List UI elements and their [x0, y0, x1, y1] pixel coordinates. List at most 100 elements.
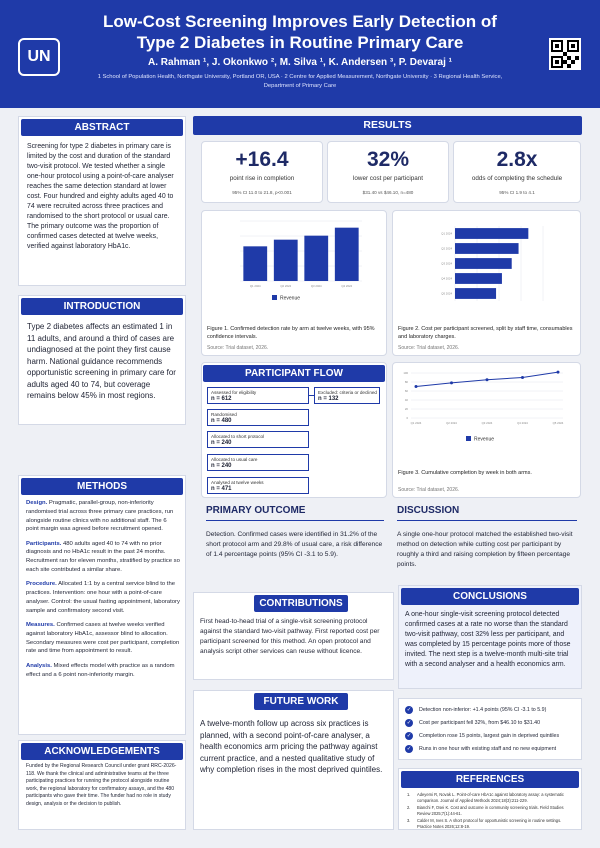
references-heading: REFERENCES	[401, 771, 579, 788]
discussion-rule	[397, 520, 577, 521]
check-icon: ✓	[405, 706, 413, 714]
stat-label: point rise in completion	[229, 175, 295, 182]
figure3-source: Source: Trial dataset, 2026.	[398, 487, 460, 493]
discussion-text: A single one-hour protocol matched the e…	[397, 531, 573, 568]
check-icon: ✓	[405, 745, 413, 753]
key-finding-item: ✓ Cost per participant fell 32%, from $46…	[405, 719, 541, 727]
affiliations: 1 School of Population Health, Northgate…	[97, 74, 503, 89]
acknowledgements-text: Funded by the Regional Research Council …	[26, 763, 177, 807]
key-finding-item: ✓ Detection non-inferior: +1.4 points (95…	[405, 706, 547, 714]
key-finding-item: ✓ Completion rose 15 points, largest gain…	[405, 732, 560, 740]
data-point	[485, 378, 489, 382]
figure3-panel: 100 80 60 40 20 0 Q1 2024 Q2 2024 Q3 2024 Q4 2024…	[392, 362, 581, 498]
x-tick-label: Q4 2024	[341, 284, 352, 288]
methods-panel: METHODS Design. Pragmatic, parallel-grou…	[18, 475, 186, 735]
contributions-heading: CONTRIBUTIONS	[254, 595, 348, 612]
abstract-text: Screening for type 2 diabetes in primary…	[27, 143, 174, 250]
figure3-caption: Figure 3. Cumulative completion by week …	[398, 470, 532, 476]
x-tick-label: Q2 2024	[446, 421, 457, 425]
figure2-panel: Q1 2024 Q2 2024 Q3 2024 Q4 2024 Q5 2024 Figu…	[392, 210, 581, 356]
future-work-text: A twelve-month follow up across six prac…	[200, 719, 383, 774]
bar	[304, 235, 329, 281]
flow-short-protocol-box: Allocated to short protocol n = 240	[207, 431, 309, 448]
abstract-panel: ABSTRACT Screening for type 2 diabetes i…	[18, 116, 186, 286]
y-tick-label: Q1 2024	[441, 232, 452, 236]
y-tick-label: 40	[405, 398, 409, 402]
stat-label: odds of completing the schedule	[471, 175, 563, 182]
bar	[273, 239, 298, 281]
reference-item: 1. Adeyemi R, Novak L. Point-of-care HbA1…	[407, 792, 564, 803]
qr-code-icon[interactable]	[549, 38, 581, 70]
data-point	[521, 376, 524, 379]
methods-heading: METHODS	[21, 478, 183, 495]
discussion-heading: DISCUSSION	[397, 505, 460, 516]
stat-sub: 95% CI 1.9 to 4.1	[499, 190, 535, 195]
acknowledgements-heading: ACKNOWLEDGEMENTS	[21, 743, 183, 760]
legend-label: Revenue	[280, 296, 300, 302]
abstract-heading: ABSTRACT	[21, 119, 183, 136]
introduction-text: Type 2 diabetes affects an estimated 1 i…	[27, 322, 176, 400]
stat-card-completion: +16.4 point rise in completion 95% CI 11…	[201, 141, 323, 203]
y-tick-label: 20	[405, 407, 409, 411]
x-tick-label: Q5 2024	[553, 421, 564, 425]
poster-header: UN Low-Cost Screening Improves Early Det…	[0, 0, 600, 108]
flow-randomised-box: Randomised n = 480	[207, 409, 309, 426]
x-tick-label: Q3 2024	[482, 421, 493, 425]
bar	[455, 273, 502, 284]
key-findings-panel: ✓ Detection non-inferior: +1.4 points (95…	[398, 698, 582, 760]
legend-label: Revenue	[474, 437, 494, 443]
legend-swatch	[466, 436, 471, 441]
author-list: A. Rahman ¹, J. Okonkwo ², M. Silva ¹, K…	[148, 57, 452, 68]
participant-flow-heading: PARTICIPANT FLOW	[203, 365, 385, 382]
x-tick-label: Q1 2024	[250, 284, 261, 288]
check-icon: ✓	[405, 732, 413, 740]
methods-procedure: Procedure. Allocated 1:1 by a central se…	[26, 581, 180, 614]
y-tick-label: Q4 2024	[441, 277, 452, 281]
stat-sub: $31.40 vs $46.10, n=480	[362, 190, 414, 195]
future-work-heading: FUTURE WORK	[254, 693, 348, 710]
bar	[455, 258, 512, 269]
contributions-panel: CONTRIBUTIONS First head-to-head trial o…	[193, 592, 394, 680]
flow-analysed-box: Analysed at twelve weeks n = 471	[207, 477, 309, 494]
primary-outcome-heading: PRIMARY OUTCOME	[206, 505, 306, 516]
bar	[243, 246, 268, 281]
conclusions-panel: CONCLUSIONS A one-hour single-visit scre…	[398, 585, 582, 689]
conclusions-heading: CONCLUSIONS	[401, 588, 579, 605]
stat-card-odds: 2.8x odds of completing the schedule 95%…	[453, 141, 581, 203]
legend-swatch	[272, 295, 277, 300]
y-tick-label: 100	[403, 371, 408, 375]
bar	[455, 228, 529, 239]
introduction-panel: INTRODUCTION Type 2 diabetes affects an …	[18, 295, 186, 425]
data-point	[450, 381, 453, 385]
y-tick-label: Q5 2024	[441, 292, 452, 296]
figure2-caption: Figure 2. Cost per participant screened,…	[398, 326, 573, 340]
flow-usual-care-box: Allocated to usual care n = 240	[207, 454, 309, 471]
detection-rate-chart: Q1 2024 Q2 2024 Q3 2024 Q4 2024 Revenue	[240, 220, 362, 302]
acknowledgements-panel: ACKNOWLEDGEMENTS Funded by the Regional …	[18, 740, 186, 830]
figure1-source: Source: Trial dataset, 2026.	[207, 345, 269, 351]
stat-card-cost: 32% lower cost per participant $31.40 vs…	[327, 141, 449, 203]
poster-title: Low-Cost Screening Improves Early Detect…	[103, 12, 497, 52]
university-logo: UN	[18, 38, 60, 76]
key-finding-item: ✓ Runs in one hour with existing staff an…	[405, 745, 557, 753]
methods-analysis: Analysis. Mixed effects model with pract…	[26, 662, 175, 678]
data-point	[556, 370, 560, 374]
reference-item: 2. Bianchi F, Osei K. Cost and outcome in…	[407, 805, 564, 816]
flow-assessed-box: Assessed for eligibility n = 612	[207, 387, 309, 404]
flow-connector	[309, 395, 314, 396]
figure2-source: Source: Trial dataset, 2026.	[398, 345, 460, 351]
y-tick-label: Q3 2024	[441, 262, 452, 266]
methods-participants: Participants. 480 adults aged 40 to 74 w…	[26, 540, 180, 574]
figure1-panel: Q1 2024 Q2 2024 Q3 2024 Q4 2024 Revenue Figu…	[201, 210, 387, 356]
bar	[455, 288, 497, 299]
participant-flow-panel: PARTICIPANT FLOW Assessed for eligibilit…	[201, 362, 387, 498]
results-heading: RESULTS	[193, 116, 582, 135]
bar	[334, 227, 359, 281]
introduction-heading: INTRODUCTION	[21, 298, 183, 315]
bar	[455, 243, 519, 254]
check-icon: ✓	[405, 719, 413, 727]
conclusions-text: A one-hour single-visit screening protoc…	[405, 611, 571, 668]
future-work-panel: FUTURE WORK A twelve-month follow up acr…	[193, 690, 394, 830]
stat-sub: 95% CI 11.0 to 21.8, p<0.001	[232, 190, 292, 195]
references-panel: REFERENCES 1. Adeyemi R, Novak L. Point-o…	[398, 768, 582, 830]
